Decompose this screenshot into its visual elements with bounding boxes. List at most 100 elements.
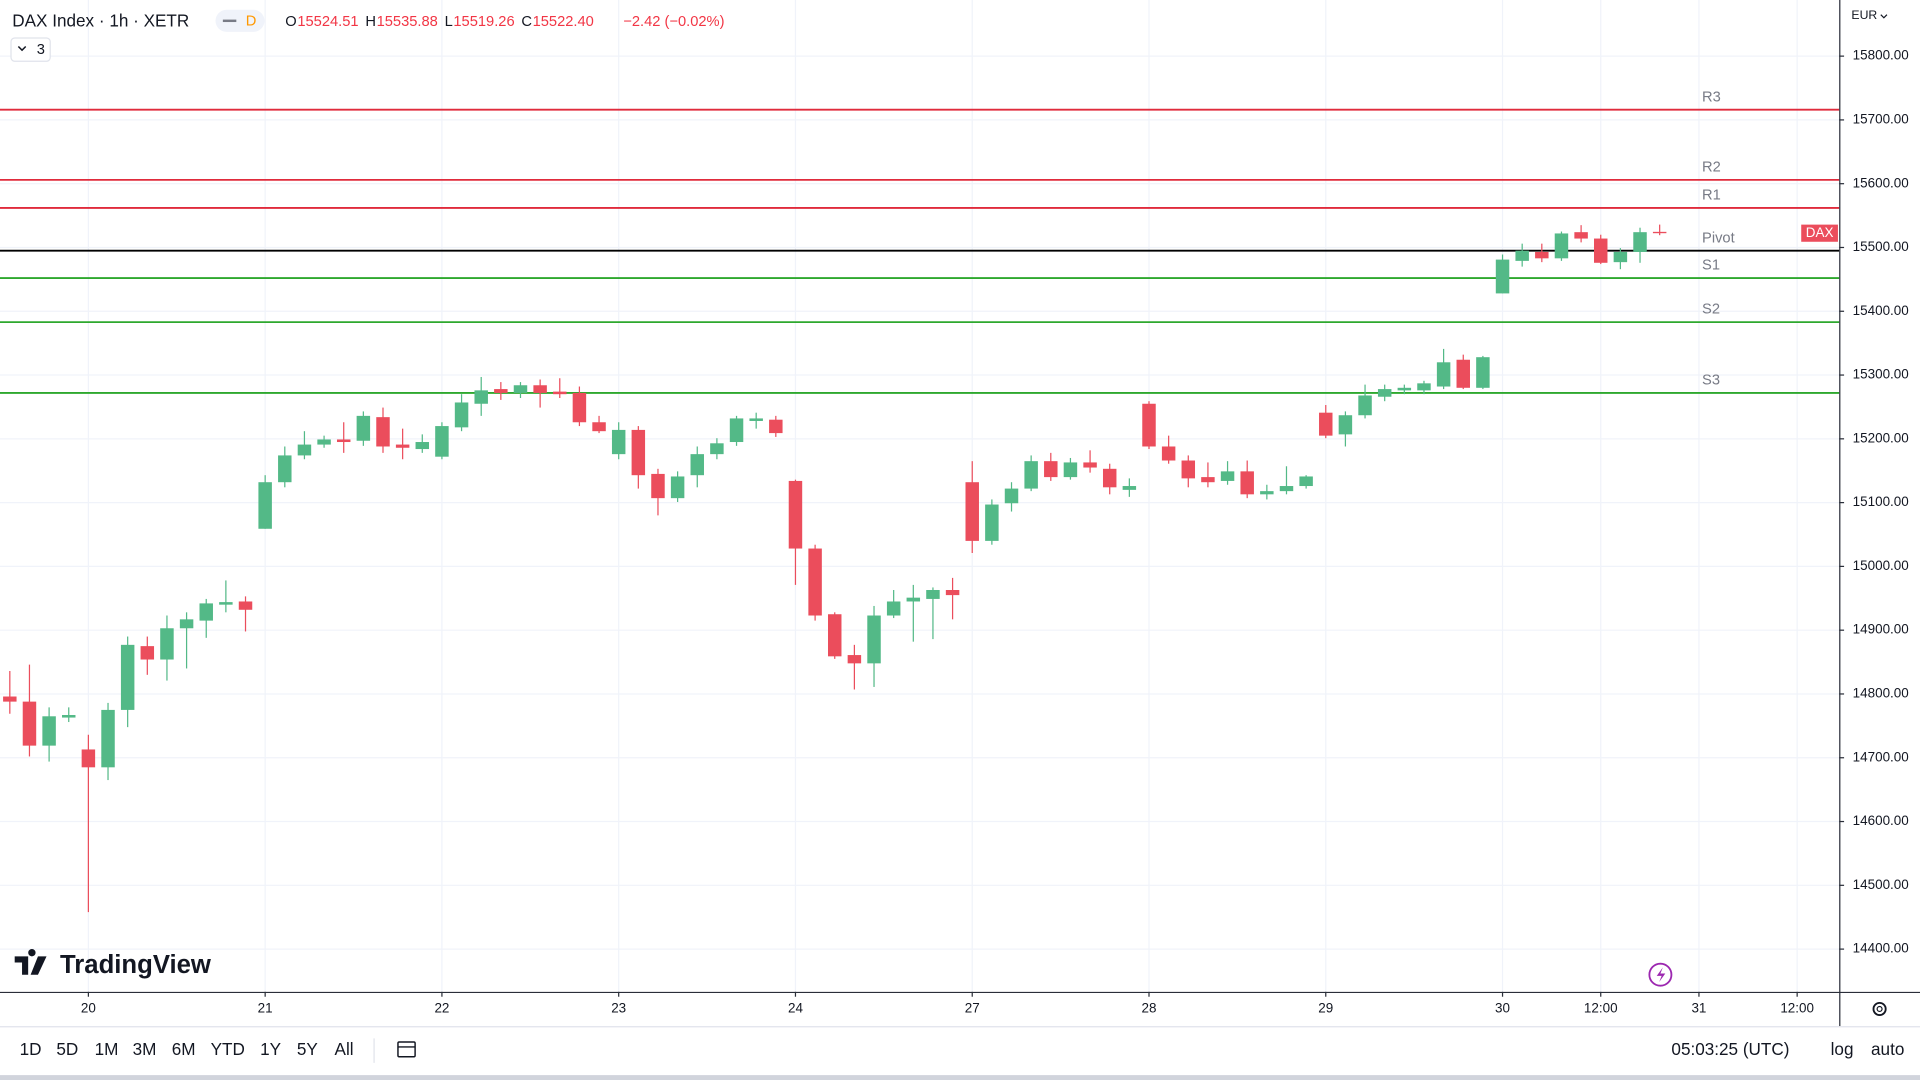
y-tick-label: 15000.00: [1853, 558, 1909, 573]
log-toggle[interactable]: log: [1831, 1039, 1854, 1059]
range-button[interactable]: 5D: [56, 1039, 78, 1059]
candle-body: [1260, 491, 1274, 495]
range-button[interactable]: 1Y: [260, 1039, 282, 1059]
candle-body: [1594, 238, 1608, 263]
bolt: [1656, 967, 1666, 983]
y-tick-label: 14800.00: [1853, 686, 1909, 701]
y-tick-label: 15500.00: [1853, 239, 1909, 254]
range-button[interactable]: 1M: [95, 1039, 119, 1059]
y-tick-label: 14700.00: [1853, 749, 1909, 764]
candle-body: [1004, 488, 1019, 504]
compare-icon[interactable]: [397, 1041, 416, 1058]
candle-body: [710, 443, 724, 455]
candle-body: [1515, 250, 1529, 261]
ohlc-value: 15519.26: [453, 14, 514, 30]
icon-frame: [397, 1041, 416, 1058]
range-button[interactable]: 1D: [20, 1039, 42, 1059]
bottom-strip: [0, 1075, 1920, 1080]
x-tick-label: 29: [1318, 1001, 1333, 1016]
candle-body: [1279, 486, 1294, 492]
candle-body: [1554, 233, 1569, 259]
candle-body: [867, 615, 881, 664]
candle-body: [1220, 471, 1235, 481]
candle-body: [120, 644, 135, 710]
candle-body: [258, 482, 272, 529]
candle-body: [553, 391, 567, 395]
indicators-toggle[interactable]: [10, 37, 51, 62]
y-tick-label: 15800.00: [1853, 48, 1909, 63]
candle-body: [376, 417, 390, 447]
level-label: S1: [1702, 258, 1720, 274]
candle-body: [592, 422, 606, 432]
candle-body: [179, 619, 194, 629]
pivot-levels: R3 R2 R1 Pivot S1 S2 S3: [0, 89, 1840, 394]
candle-body: [1397, 387, 1412, 391]
candle-body: [965, 482, 979, 541]
candle-body: [62, 715, 76, 718]
symbol-tag-label: DAX: [1806, 225, 1834, 240]
candle-body: [1142, 403, 1156, 447]
candle-body: [140, 646, 155, 660]
candle-body: [474, 390, 488, 404]
badge-bg[interactable]: [215, 9, 265, 32]
x-tick-label: 28: [1142, 1001, 1157, 1016]
candle-body: [847, 655, 862, 664]
candle-body: [1161, 446, 1176, 461]
y-tick-label: 14500.00: [1853, 877, 1909, 892]
ohlc-key: L: [445, 14, 453, 30]
candle-body: [1044, 461, 1058, 478]
x-tick-label: 12:00: [1584, 1001, 1618, 1016]
candle-body: [494, 389, 508, 393]
range-button[interactable]: 5Y: [297, 1039, 319, 1059]
candle-body: [1299, 476, 1313, 487]
y-tick-label: 15400.00: [1853, 303, 1909, 318]
ohlc-legend: O 15524.51 H 15535.88 L 15519.26 C 15522.40: [285, 14, 594, 30]
y-tick-label: 15200.00: [1853, 430, 1909, 445]
candle-body: [42, 716, 56, 746]
level-label: R3: [1702, 89, 1721, 105]
level-label: Pivot: [1702, 230, 1735, 246]
level-label: S2: [1702, 302, 1720, 318]
candle-body: [317, 439, 331, 445]
range-button[interactable]: 6M: [172, 1039, 196, 1059]
interval-badge: D: [246, 13, 257, 29]
clock: 05:03:25 (UTC): [1671, 1039, 1789, 1059]
level-label: R1: [1702, 188, 1721, 204]
candle-body: [1063, 462, 1078, 478]
candle-body: [297, 444, 312, 456]
y-tick-label: 14400.00: [1853, 941, 1909, 956]
logo: TradingView: [14, 948, 212, 979]
grid: [0, 0, 1840, 992]
range-button[interactable]: All: [335, 1039, 354, 1059]
settings-icon[interactable]: [1872, 1001, 1887, 1017]
chevron: [1880, 14, 1888, 19]
candle-body: [1652, 231, 1667, 234]
candle-body: [788, 480, 803, 549]
candle-body: [828, 614, 842, 657]
axes: 15800.00 15700.00 15600.00 15500.00 15400.00…: [81, 48, 1909, 1016]
candle-body: [926, 589, 940, 599]
candle-body: [1495, 259, 1510, 294]
ohlc-value: 15524.51: [297, 14, 358, 30]
candle-body: [1535, 251, 1549, 259]
range-button[interactable]: YTD: [211, 1039, 245, 1059]
indicators-count: 3: [37, 42, 45, 58]
auto-toggle[interactable]: auto: [1871, 1039, 1904, 1059]
candle-body: [1181, 460, 1196, 479]
currency[interactable]: EUR: [1851, 8, 1877, 22]
candle-body: [945, 589, 960, 596]
y-tick-label: 14600.00: [1853, 813, 1909, 828]
candle-body: [631, 429, 646, 476]
symbol-tag: [1801, 224, 1838, 242]
candle-body: [199, 603, 213, 621]
candle-body: [749, 418, 763, 421]
candle-body: [1122, 486, 1137, 490]
y-tick-label: 15600.00: [1853, 175, 1909, 190]
alert-icon[interactable]: [1648, 962, 1673, 987]
candle-body: [22, 701, 37, 746]
y-tick-label: 15700.00: [1853, 111, 1909, 126]
candle-body: [1613, 251, 1628, 263]
range-button[interactable]: 3M: [133, 1039, 157, 1059]
candle-body: [160, 628, 174, 660]
